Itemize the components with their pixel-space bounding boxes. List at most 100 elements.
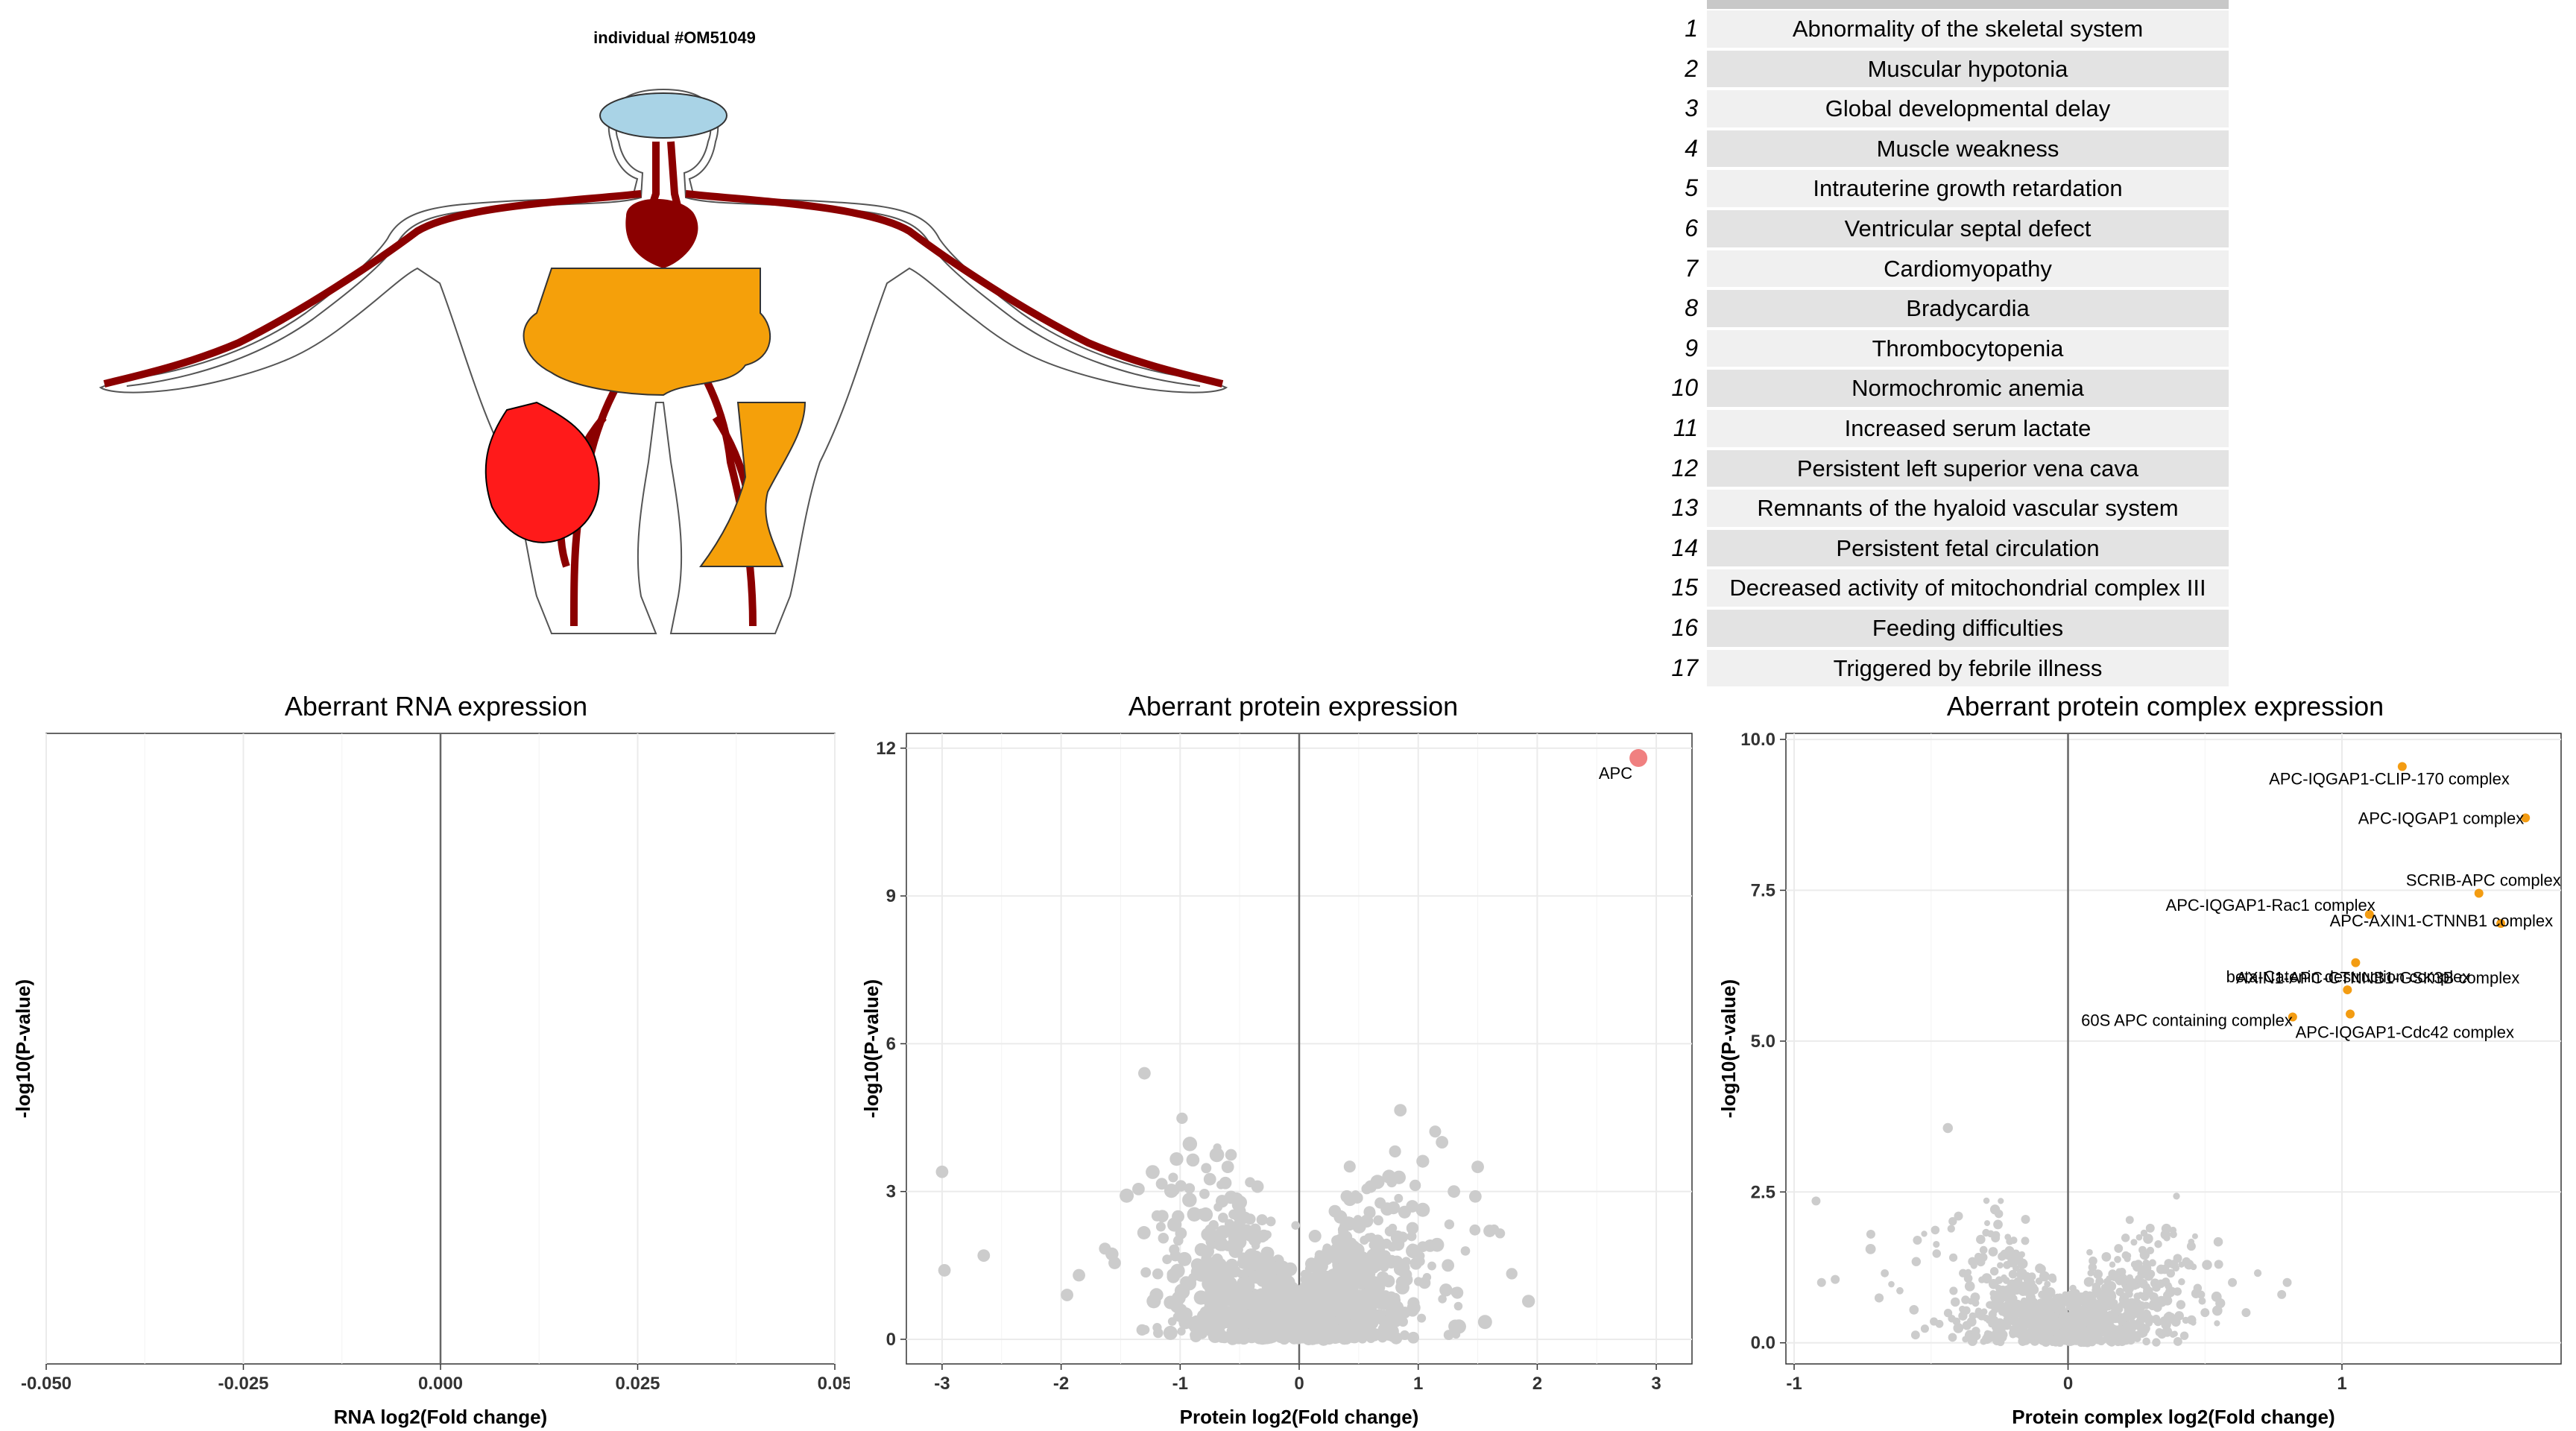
background-point	[1275, 1319, 1290, 1335]
background-point	[1155, 1210, 1169, 1223]
background-point	[2004, 1233, 2012, 1241]
highlight-point	[1629, 749, 1648, 768]
background-point	[1949, 1286, 1958, 1295]
background-point	[1364, 1180, 1377, 1193]
background-point	[2109, 1261, 2116, 1268]
background-point	[2082, 1290, 2089, 1298]
background-point	[1323, 1314, 1335, 1326]
background-point	[2168, 1312, 2176, 1321]
background-point	[2045, 1336, 2053, 1345]
background-point	[2108, 1327, 2116, 1335]
background-point	[1966, 1333, 1974, 1340]
background-point	[2214, 1260, 2223, 1269]
background-point	[1146, 1165, 1160, 1179]
background-point	[2125, 1216, 2134, 1225]
background-point	[1199, 1188, 1210, 1199]
background-point	[1394, 1104, 1407, 1117]
background-point	[1314, 1250, 1325, 1260]
rna-panel-title: Aberrant RNA expression	[284, 691, 588, 721]
background-point	[1167, 1269, 1178, 1280]
background-point	[1363, 1309, 1372, 1318]
background-point	[1506, 1268, 1518, 1280]
background-point	[1291, 1221, 1301, 1230]
background-point	[1201, 1163, 1212, 1174]
background-point	[1333, 1246, 1349, 1261]
background-point	[1203, 1172, 1216, 1186]
background-point	[1381, 1290, 1391, 1300]
phenotype-label: Intrauterine growth retardation	[1707, 170, 2229, 207]
background-point	[1963, 1274, 1973, 1283]
background-point	[2128, 1278, 2138, 1288]
background-point	[2001, 1249, 2012, 1260]
background-point	[1460, 1246, 1471, 1256]
background-point	[2009, 1317, 2018, 1326]
background-point	[1409, 1179, 1421, 1192]
y-axis-label: -log10(P-value)	[12, 979, 34, 1118]
background-point	[1218, 1242, 1227, 1251]
highlight-point	[2496, 919, 2506, 929]
background-point	[1398, 1316, 1408, 1327]
background-point	[1361, 1259, 1372, 1270]
background-point	[2066, 1322, 2077, 1333]
background-point	[1390, 1292, 1401, 1303]
background-point	[2163, 1234, 2171, 1242]
leg-organ-red	[484, 401, 600, 543]
background-point	[1988, 1247, 1998, 1257]
phenotype-row: 3 Global developmental delay	[1662, 89, 2229, 129]
background-point	[2124, 1300, 2135, 1311]
background-point	[1360, 1235, 1369, 1245]
background-point	[1350, 1242, 1365, 1257]
background-point	[2023, 1333, 2033, 1342]
background-point	[1932, 1249, 1942, 1258]
phenotype-label: Remnants of the hyaloid vascular system	[1707, 490, 2229, 527]
background-point	[2197, 1290, 2206, 1299]
background-point	[2118, 1301, 2125, 1309]
y-tick-label: 12	[876, 739, 896, 759]
phenotype-row: 9 Thrombocytopenia	[1662, 329, 2229, 369]
highlight-point	[2346, 1009, 2355, 1019]
background-point	[2030, 1334, 2039, 1343]
background-point	[1451, 1330, 1461, 1339]
background-point	[2023, 1272, 2031, 1280]
background-point	[1184, 1183, 1196, 1194]
background-point	[2139, 1250, 2150, 1260]
background-point	[1438, 1295, 1447, 1304]
background-point	[1436, 1136, 1449, 1149]
background-point	[2115, 1287, 2124, 1296]
phenotype-label: Muscular hypotonia	[1707, 50, 2229, 88]
x-tick-label: -0.050	[21, 1374, 72, 1394]
background-point	[2021, 1236, 2030, 1245]
background-point	[2021, 1326, 2028, 1334]
background-point	[1310, 1307, 1322, 1318]
background-point	[1409, 1257, 1422, 1270]
background-point	[2140, 1292, 2147, 1299]
background-point	[1173, 1235, 1184, 1246]
background-point	[2105, 1293, 2115, 1304]
highlight-label: APC	[1599, 764, 1632, 783]
background-point	[2200, 1308, 2210, 1318]
background-point	[1169, 1152, 1184, 1166]
background-point	[2053, 1332, 2061, 1339]
phenotype-number: 17	[1671, 654, 1698, 681]
background-point	[2095, 1277, 2104, 1286]
background-point	[1305, 1274, 1318, 1286]
background-point	[1229, 1223, 1239, 1233]
highlight-label: beta-Catenin destruction complex	[2226, 967, 2471, 986]
background-point	[1266, 1216, 1276, 1227]
background-point	[1401, 1257, 1411, 1266]
background-point	[1874, 1293, 1884, 1303]
background-point	[2036, 1330, 2045, 1338]
background-point	[1280, 1310, 1290, 1320]
background-point	[2149, 1299, 2158, 1309]
phenotype-number: 6	[1685, 214, 1698, 241]
background-point	[1989, 1266, 1999, 1276]
background-point	[1921, 1231, 1928, 1237]
background-point	[1162, 1254, 1172, 1265]
background-point	[2202, 1260, 2212, 1270]
x-tick-label: -2	[1053, 1374, 1069, 1394]
background-point	[2012, 1265, 2020, 1272]
background-point	[2178, 1261, 2185, 1268]
background-point	[2150, 1279, 2158, 1286]
y-tick-label: 0	[886, 1330, 896, 1350]
background-point	[1244, 1280, 1255, 1292]
